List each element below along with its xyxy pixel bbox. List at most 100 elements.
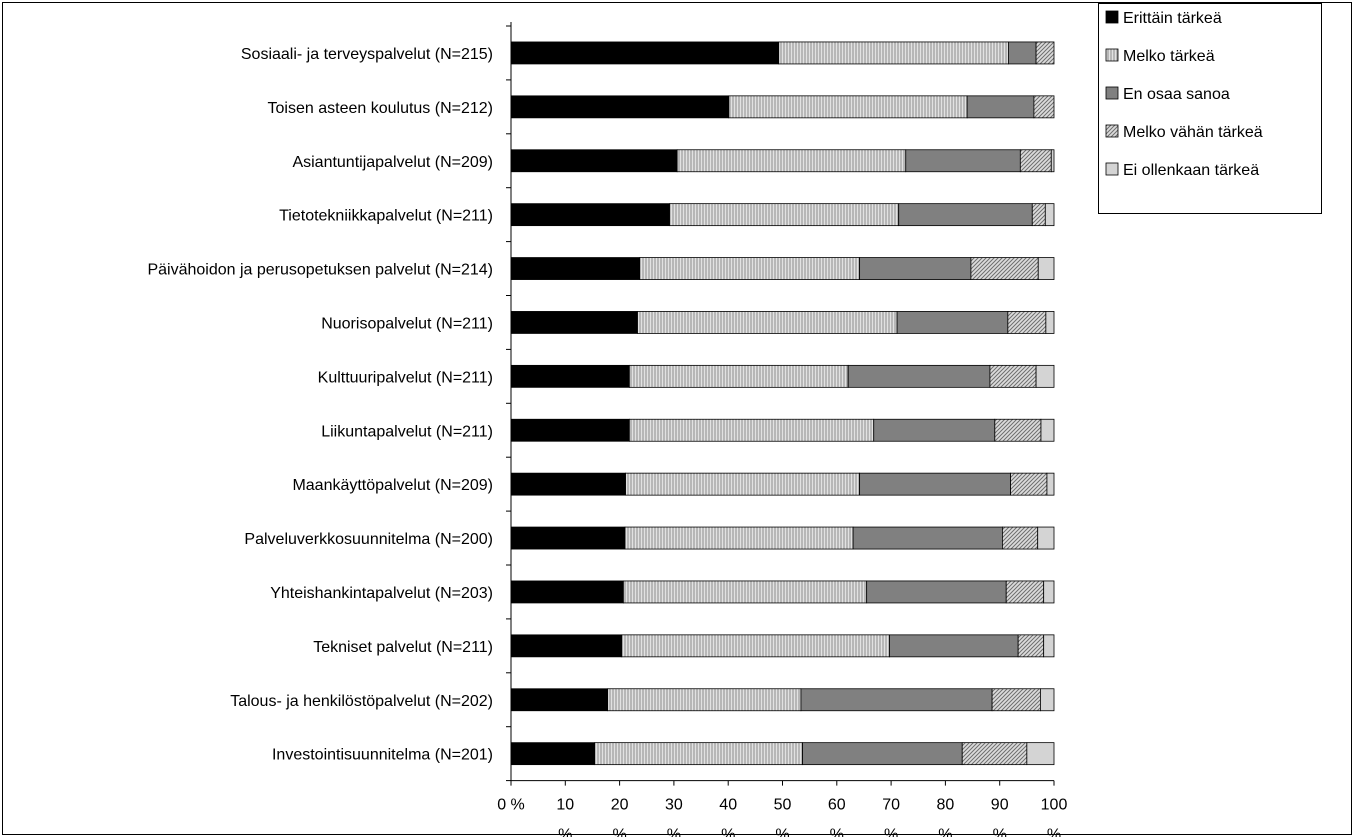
- category-label: Liikuntapalvelut (N=211): [321, 423, 493, 440]
- x-tick-unit: %: [721, 827, 735, 837]
- legend-swatch: [1106, 125, 1118, 137]
- category-labels: Sosiaali- ja terveyspalvelut (N=215) Tois…: [147, 46, 493, 764]
- x-tick-label: 50: [774, 797, 792, 814]
- bar-segment-5-row-9: [1047, 473, 1054, 495]
- bar-segment-4-row-1: [1036, 42, 1054, 64]
- bar-segment-2-row-1: [779, 42, 1009, 64]
- bar-segment-5-row-3: [1051, 150, 1054, 172]
- legend-swatch: [1106, 49, 1118, 61]
- category-label: Nuorisopalvelut (N=211): [321, 315, 493, 332]
- x-tick-label: 60: [828, 797, 846, 814]
- x-tick-label: 10: [556, 797, 574, 814]
- x-tick-unit: %: [993, 827, 1007, 837]
- bar-segment-2-row-10: [625, 527, 853, 549]
- bar-segment-4-row-4: [1032, 204, 1045, 226]
- bar-segment-2-row-14: [595, 743, 803, 765]
- category-label: Tietotekniikkapalvelut (N=211): [279, 208, 493, 225]
- x-tick-unit: %: [667, 827, 681, 837]
- category-label: Päivähoidon ja perusopetuksen palvelut (…: [147, 262, 493, 279]
- bar-segment-4-row-2: [1034, 96, 1054, 118]
- bar-segment-1-row-7: [511, 365, 629, 387]
- x-tick-unit: %: [775, 827, 789, 837]
- legend-swatch: [1106, 163, 1118, 175]
- axis-group: [506, 22, 1054, 786]
- bar-segment-1-row-4: [511, 204, 670, 226]
- category-label: Toisen asteen koulutus (N=212): [268, 100, 493, 117]
- bar-segment-5-row-4: [1045, 204, 1054, 226]
- bar-segment-4-row-12: [1018, 635, 1044, 657]
- legend-label: Erittäin tärkeä: [1123, 10, 1222, 27]
- bar-segment-3-row-6: [897, 311, 1008, 333]
- bar-segment-3-row-5: [860, 258, 971, 280]
- bar-segment-2-row-3: [677, 150, 906, 172]
- bar-segment-1-row-3: [511, 150, 677, 172]
- bar-segment-4-row-3: [1020, 150, 1051, 172]
- legend-label: Ei ollenkaan tärkeä: [1123, 162, 1259, 179]
- bar-segment-4-row-7: [990, 365, 1036, 387]
- bar-segment-4-row-11: [1006, 581, 1043, 603]
- bar-segment-3-row-7: [848, 365, 990, 387]
- legend-swatch: [1106, 11, 1118, 23]
- x-tick-label: 100: [1041, 797, 1068, 814]
- x-tick-unit: %: [830, 827, 844, 837]
- bar-segment-2-row-4: [670, 204, 899, 226]
- bar-segment-1-row-9: [511, 473, 626, 495]
- bar-segment-1-row-2: [511, 96, 729, 118]
- bar-segment-5-row-12: [1044, 635, 1054, 657]
- bar-segment-3-row-8: [874, 419, 995, 441]
- x-tick-unit: %: [1047, 827, 1061, 837]
- bar-segment-5-row-10: [1038, 527, 1054, 549]
- bar-segment-3-row-11: [867, 581, 1007, 603]
- x-tick-label: 90: [991, 797, 1009, 814]
- bar-segment-3-row-3: [906, 150, 1021, 172]
- bar-segment-1-row-11: [511, 581, 623, 603]
- bar-segment-2-row-11: [623, 581, 866, 603]
- bar-segment-5-row-5: [1038, 258, 1054, 280]
- bar-segment-2-row-5: [640, 258, 860, 280]
- x-tick-unit: %: [558, 827, 572, 837]
- bar-segment-3-row-1: [1008, 42, 1036, 64]
- bar-segment-2-row-13: [608, 689, 801, 711]
- category-label: Asiantuntijapalvelut (N=209): [292, 154, 493, 171]
- bar-segment-2-row-12: [622, 635, 890, 657]
- bar-segment-1-row-1: [511, 42, 779, 64]
- bar-segment-5-row-14: [1027, 743, 1054, 765]
- x-tick-labels: 0 % 10% 20% 30% 40% 50% 60% 70% 80% 90% 100%: [497, 797, 1067, 837]
- category-label: Kulttuuripalvelut (N=211): [318, 369, 493, 386]
- bar-segment-3-row-12: [889, 635, 1018, 657]
- category-label: Investointisuunnitelma (N=201): [272, 747, 493, 764]
- bar-segment-2-row-8: [629, 419, 873, 441]
- bar-segment-1-row-5: [511, 258, 640, 280]
- bar-segment-1-row-13: [511, 689, 608, 711]
- bar-segment-1-row-12: [511, 635, 622, 657]
- bar-segment-5-row-7: [1036, 365, 1054, 387]
- bar-segment-4-row-10: [1002, 527, 1037, 549]
- bar-segment-1-row-10: [511, 527, 625, 549]
- category-label: Maankäyttöpalvelut (N=209): [292, 477, 493, 494]
- bar-segment-1-row-8: [511, 419, 629, 441]
- category-label: Talous- ja henkilöstöpalvelut (N=202): [230, 693, 493, 710]
- bar-segment-2-row-9: [626, 473, 860, 495]
- legend-label: En osaa sanoa: [1123, 86, 1230, 103]
- x-tick-label: 40: [719, 797, 737, 814]
- category-label: Palveluverkkosuunnitelma (N=200): [244, 531, 493, 548]
- bar-segment-5-row-13: [1040, 689, 1054, 711]
- bar-segment-5-row-8: [1041, 419, 1054, 441]
- legend: Erittäin tärkeä Melko tärkeä En osaa sanoa…: [1099, 4, 1322, 214]
- bar-segment-2-row-6: [638, 311, 898, 333]
- x-tick-unit: %: [612, 827, 626, 837]
- x-tick-unit: %: [884, 827, 898, 837]
- bar-segment-1-row-6: [511, 311, 638, 333]
- legend-label: Melko tärkeä: [1123, 48, 1215, 65]
- legend-label: Melko vähän tärkeä: [1123, 124, 1263, 141]
- category-label: Yhteishankintapalvelut (N=203): [270, 585, 493, 602]
- bar-segment-4-row-9: [1011, 473, 1047, 495]
- bar-segment-2-row-2: [729, 96, 967, 118]
- bar-segment-3-row-10: [853, 527, 1002, 549]
- x-tick-label: 20: [611, 797, 629, 814]
- legend-swatch: [1106, 87, 1118, 99]
- bar-segment-3-row-13: [801, 689, 992, 711]
- legend-box: [1099, 4, 1322, 214]
- bar-segment-4-row-14: [962, 743, 1027, 765]
- bar-segment-3-row-4: [899, 204, 1033, 226]
